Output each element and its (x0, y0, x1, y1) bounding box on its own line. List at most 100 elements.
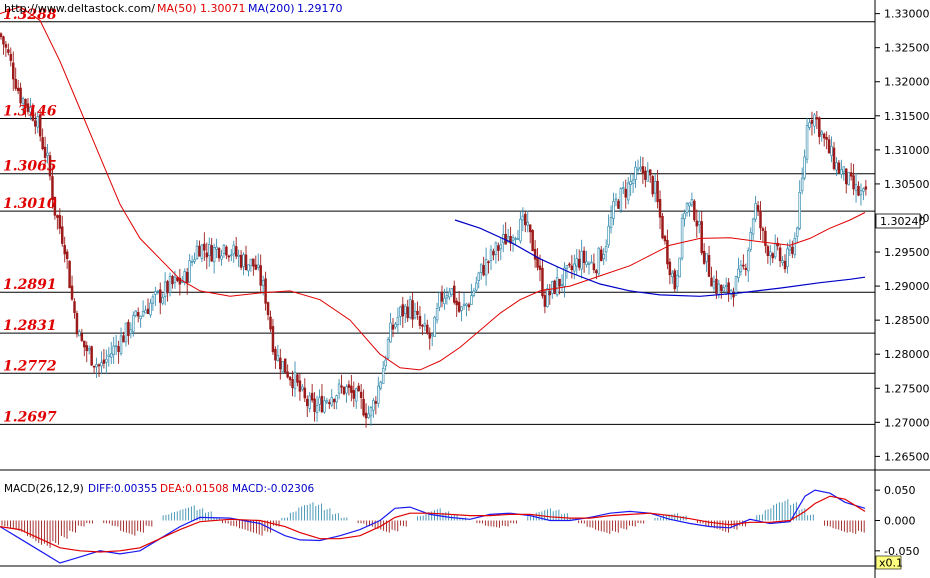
candle-body (26, 103, 30, 112)
candle-body (467, 304, 471, 308)
candle-body (546, 288, 549, 307)
candle-body (347, 384, 351, 388)
candle-body (168, 276, 172, 293)
candle-body (759, 210, 762, 229)
candle-body (411, 300, 414, 320)
candle-body (418, 315, 422, 326)
candle-body (43, 146, 47, 158)
candle-body (274, 348, 277, 361)
macd-diff-label: DIFF:0.00355 (88, 483, 157, 495)
candle-body (87, 348, 91, 351)
candle-body (526, 221, 529, 226)
candle-body (198, 245, 201, 257)
price-tick-label: 1.30500 (884, 178, 930, 191)
candle-body (144, 309, 147, 314)
candle-body (19, 87, 22, 104)
candle-body (337, 383, 341, 394)
price-tick-label: 1.27500 (884, 382, 930, 395)
candle-body (622, 187, 625, 189)
level-label: 1.2891 (3, 277, 57, 293)
candle-body (778, 247, 782, 262)
candle-body (362, 398, 365, 416)
candle-body (252, 258, 255, 267)
candle-body (340, 385, 343, 388)
candle-body (492, 250, 495, 256)
candle-body (521, 215, 525, 221)
candle-body (697, 221, 701, 226)
candle-body (634, 166, 637, 180)
candle-body (565, 265, 569, 269)
candle-body (489, 249, 493, 261)
candle-body (751, 218, 755, 235)
candle-body (350, 385, 353, 393)
candle-body (497, 245, 500, 251)
candle-body (479, 263, 483, 273)
candle-body (494, 242, 498, 255)
level-labels: 1.3288 1.3146 1.3065 1.3010 1.2891 1.2831 1.27… (3, 7, 57, 426)
candle-body (92, 365, 96, 368)
candle-body (63, 245, 66, 255)
candle-body (648, 169, 652, 176)
candle-body (124, 322, 128, 343)
candle-body (377, 385, 380, 404)
price-tick-label: 1.29000 (884, 280, 930, 293)
level-label: 1.3065 (3, 159, 57, 175)
candle-body (286, 371, 289, 378)
candle-body (631, 179, 635, 184)
candle-body (484, 258, 488, 276)
candle-body (781, 260, 784, 264)
candle-body (149, 302, 152, 316)
candle-body (127, 321, 130, 336)
candle-body (769, 251, 772, 256)
candle-body (450, 288, 454, 295)
candle-body (352, 390, 356, 399)
candle-body (754, 203, 757, 220)
candle-body (727, 282, 730, 294)
macd-multiplier-text: x0.1 (879, 557, 903, 570)
candle-body (97, 364, 101, 367)
candle-body (683, 212, 686, 220)
candle-body (396, 317, 400, 325)
candle-body (279, 357, 282, 370)
candle-body (465, 303, 468, 306)
candle-body (151, 296, 155, 304)
candle-body (803, 156, 806, 179)
candle-body (847, 172, 850, 186)
candle-body (771, 253, 774, 259)
price-tick-label: 1.33000 (884, 8, 930, 21)
candle-body (423, 323, 427, 327)
candle-body (808, 122, 811, 128)
candle-body (685, 203, 689, 213)
candle-body (651, 176, 654, 195)
candle-body (404, 305, 407, 315)
candle-body (75, 313, 79, 335)
candle-body (335, 395, 338, 403)
candle-body (234, 246, 238, 257)
candle-body (112, 345, 115, 355)
candle-body (325, 400, 329, 403)
candle-body (597, 247, 601, 275)
candle-body (661, 215, 664, 239)
candle-body (720, 284, 723, 291)
candle-body (859, 190, 863, 196)
candle-body (181, 281, 184, 283)
candle-body (31, 108, 35, 121)
candle-body (590, 261, 593, 264)
candle-body (776, 242, 779, 247)
candle-body (810, 120, 814, 124)
candle-body (629, 181, 632, 186)
candle-body (536, 256, 539, 268)
candle-body (313, 398, 316, 412)
candle-body (820, 131, 823, 135)
candle-body (570, 265, 574, 271)
candle-body (617, 200, 620, 209)
candle-body (0, 33, 3, 38)
candle-body (553, 280, 556, 294)
candle-body (791, 246, 794, 254)
candle-body (646, 170, 650, 182)
candle-body (367, 413, 370, 419)
candle-body (381, 367, 385, 384)
candle-body (607, 225, 610, 246)
candle-body (604, 246, 608, 253)
candle-body (332, 399, 336, 403)
